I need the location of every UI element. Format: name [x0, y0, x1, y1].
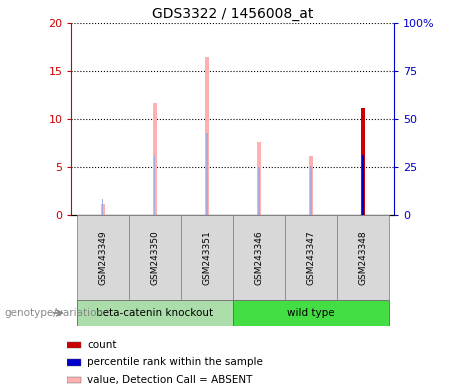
Text: value, Detection Call = ABSENT: value, Detection Call = ABSENT [87, 375, 253, 384]
Bar [129, 215, 181, 300]
Text: genotype/variation: genotype/variation [5, 308, 104, 318]
Bar [361, 108, 365, 215]
Title: GDS3322 / 1456008_at: GDS3322 / 1456008_at [152, 7, 313, 21]
Text: GSM243351: GSM243351 [202, 230, 211, 285]
Bar [362, 155, 364, 215]
Text: GSM243347: GSM243347 [307, 230, 315, 285]
Text: GSM243346: GSM243346 [254, 230, 263, 285]
Bar [257, 142, 260, 215]
Bar [233, 215, 285, 300]
Bar [77, 215, 129, 300]
Bar [67, 341, 81, 348]
Bar [337, 215, 389, 300]
Text: GSM243348: GSM243348 [358, 230, 367, 285]
Bar [67, 359, 81, 366]
Bar [206, 134, 207, 215]
Bar [309, 156, 313, 215]
Text: GSM243350: GSM243350 [150, 230, 159, 285]
Bar [153, 103, 157, 215]
Bar [285, 215, 337, 300]
Bar [258, 167, 260, 215]
Bar [102, 199, 103, 215]
Bar [101, 204, 105, 215]
Bar [67, 377, 81, 384]
Text: count: count [87, 340, 117, 350]
Text: beta-catenin knockout: beta-catenin knockout [96, 308, 213, 318]
Bar [233, 300, 389, 326]
Bar [205, 56, 208, 215]
Text: GSM243349: GSM243349 [98, 230, 107, 285]
Bar [310, 166, 312, 215]
Bar [154, 155, 155, 215]
Bar [361, 108, 365, 215]
Bar [77, 300, 233, 326]
Text: wild type: wild type [287, 308, 335, 318]
Bar [362, 155, 364, 215]
Text: percentile rank within the sample: percentile rank within the sample [87, 358, 263, 367]
Bar [181, 215, 233, 300]
